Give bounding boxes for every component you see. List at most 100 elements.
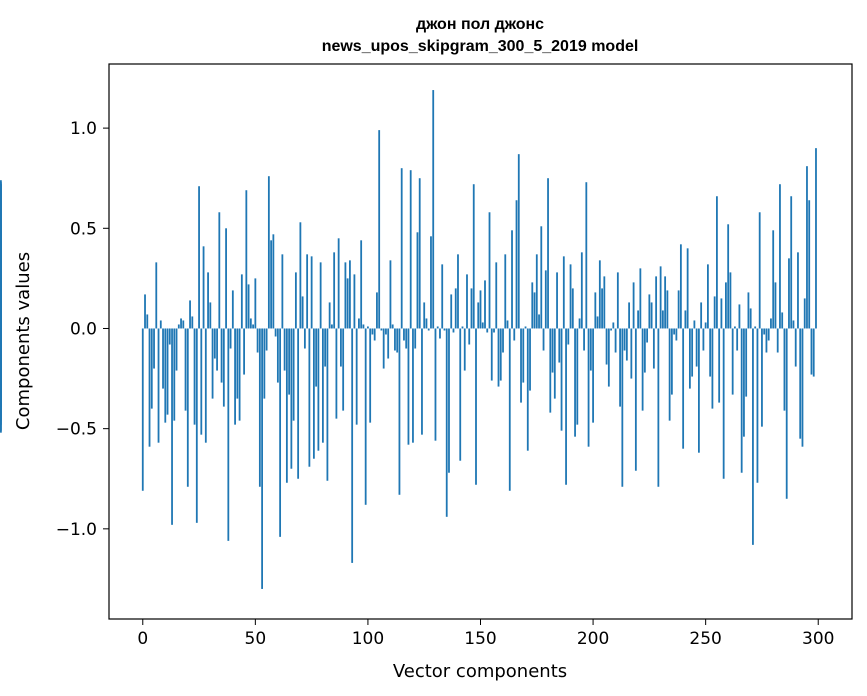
bar-78 bbox=[317, 328, 320, 451]
bar-44 bbox=[240, 274, 243, 329]
bar-184 bbox=[556, 272, 558, 329]
bar-135 bbox=[445, 328, 448, 517]
x-tick-label: 100 bbox=[352, 629, 384, 649]
y-tick-label: 1.0 bbox=[70, 119, 97, 139]
bar-71 bbox=[301, 296, 304, 329]
bars-group bbox=[0, 90, 817, 589]
bar-257 bbox=[720, 298, 723, 329]
bar-170 bbox=[524, 326, 527, 329]
bar-183 bbox=[553, 328, 556, 399]
bar-121 bbox=[414, 328, 417, 349]
bar-172 bbox=[529, 328, 531, 391]
bar-74 bbox=[308, 328, 311, 467]
bar-235 bbox=[670, 328, 673, 395]
bar-268 bbox=[745, 328, 748, 397]
bar-199 bbox=[589, 328, 592, 371]
bar-179 bbox=[544, 270, 547, 329]
bar-181 bbox=[549, 328, 552, 413]
bar-192 bbox=[574, 328, 576, 437]
bar-207 bbox=[607, 328, 610, 387]
bar-223 bbox=[643, 328, 646, 373]
bar-227 bbox=[652, 328, 655, 369]
bar-285 bbox=[783, 328, 786, 411]
bar-83 bbox=[328, 302, 331, 329]
bar-55 bbox=[265, 328, 268, 351]
bar-150 bbox=[479, 290, 482, 329]
bar-45 bbox=[243, 328, 245, 375]
bar-108 bbox=[385, 328, 387, 335]
bar-289 bbox=[792, 320, 795, 329]
bar-113 bbox=[396, 328, 399, 353]
bar-162 bbox=[506, 320, 509, 329]
bar-56 bbox=[267, 176, 270, 329]
bar-262 bbox=[731, 328, 734, 395]
bar-246 bbox=[695, 328, 698, 367]
bar-33 bbox=[216, 328, 218, 371]
bar-200 bbox=[592, 328, 594, 423]
bar-221 bbox=[639, 268, 642, 329]
bar-124 bbox=[421, 328, 423, 435]
bar-156 bbox=[493, 328, 495, 333]
bar-292 bbox=[799, 328, 802, 439]
bar-196 bbox=[583, 328, 585, 351]
bar-255 bbox=[716, 196, 718, 329]
y-tick-label: 0.0 bbox=[70, 319, 97, 339]
bar-202 bbox=[596, 316, 599, 329]
bar-140 bbox=[457, 254, 459, 329]
x-tick-label: 250 bbox=[689, 629, 721, 649]
bar-112 bbox=[394, 328, 396, 351]
bar-144 bbox=[466, 274, 468, 329]
bar-111 bbox=[391, 324, 394, 329]
bar-166 bbox=[515, 200, 518, 329]
bar-73 bbox=[306, 254, 309, 329]
bar-273 bbox=[756, 328, 759, 483]
bar-24 bbox=[195, 328, 198, 523]
bar-90 bbox=[344, 262, 347, 329]
bar-13 bbox=[171, 328, 173, 525]
bar-173 bbox=[531, 282, 534, 329]
bar-195 bbox=[580, 252, 583, 329]
bar-293 bbox=[801, 328, 804, 447]
bar-245 bbox=[693, 320, 696, 329]
bar-94 bbox=[353, 274, 356, 329]
bar-250 bbox=[704, 322, 707, 329]
bar-287 bbox=[788, 258, 790, 329]
bar-276 bbox=[763, 328, 766, 335]
bar-31 bbox=[211, 328, 214, 399]
bar-53 bbox=[261, 328, 263, 589]
bar-131 bbox=[436, 326, 439, 329]
bar-267 bbox=[743, 328, 745, 437]
bar-119 bbox=[409, 170, 412, 329]
bar-275 bbox=[761, 328, 763, 427]
bar-40 bbox=[231, 290, 234, 329]
x-tick-label: 150 bbox=[464, 629, 496, 649]
bar-28 bbox=[204, 328, 207, 443]
bar-22 bbox=[191, 316, 194, 329]
bar-152 bbox=[484, 280, 486, 329]
bar-6 bbox=[155, 262, 158, 329]
bar-38 bbox=[227, 328, 230, 541]
bar-26 bbox=[200, 328, 203, 435]
bar-176 bbox=[538, 314, 540, 329]
bar-164 bbox=[511, 230, 513, 329]
x-tick-label: 300 bbox=[802, 629, 834, 649]
bar-42 bbox=[236, 328, 239, 399]
bar-139 bbox=[454, 288, 457, 329]
bar-291 bbox=[797, 252, 799, 329]
bar-58 bbox=[272, 234, 275, 329]
bar-50 bbox=[254, 278, 257, 329]
bar-201 bbox=[594, 292, 597, 329]
bar-25 bbox=[198, 186, 200, 329]
bar-175 bbox=[535, 254, 538, 329]
bar-230 bbox=[659, 266, 662, 329]
bar-190 bbox=[569, 264, 572, 329]
bar-295 bbox=[806, 166, 808, 329]
bar-12 bbox=[168, 328, 171, 345]
chart-subtitle: news_upos_skipgram_300_5_2019 model bbox=[322, 38, 639, 55]
bar-217 bbox=[630, 328, 633, 379]
bar-186 bbox=[560, 328, 563, 431]
bar-69 bbox=[297, 328, 300, 479]
bar-259 bbox=[725, 282, 727, 329]
bar-114 bbox=[398, 328, 401, 495]
bar-233 bbox=[666, 290, 669, 329]
